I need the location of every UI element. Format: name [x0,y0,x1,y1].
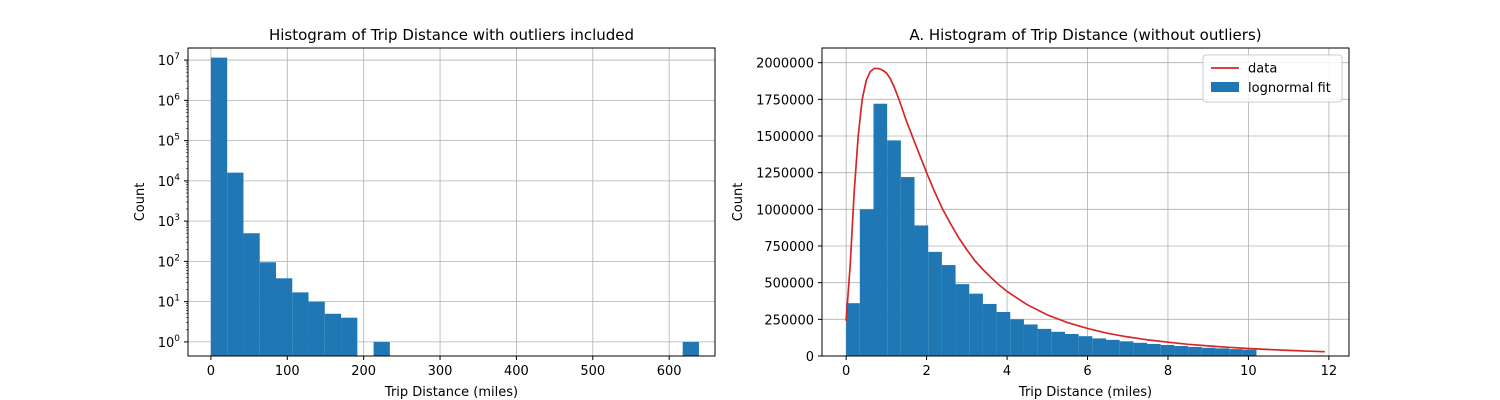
histogram-bar [1229,349,1243,356]
histogram-bar [259,262,276,356]
x-tick-label: 6 [1083,364,1091,379]
chart-left-title: Histogram of Trip Distance with outliers… [269,26,634,44]
x-tick-label: 10 [1240,364,1257,379]
y-tick-label: 1250000 [756,167,814,182]
y-tick-label: 2000000 [756,57,814,72]
histogram-bar [308,301,325,356]
y-tick-label: 100 [158,334,181,351]
histogram-bar [955,284,970,356]
histogram-bar [996,312,1011,356]
x-tick-label: 2 [922,364,930,379]
y-tick-label: 106 [158,92,181,109]
chart-right-histogram-linear: A. Histogram of Trip Distance (without o… [731,26,1350,400]
x-tick-label: 12 [1321,364,1338,379]
y-tick-label: 104 [158,173,181,190]
chart-right-data-line [845,67,1325,353]
histogram-bar [275,278,293,356]
histogram-bar [941,265,956,356]
histogram-bar [1201,347,1216,356]
histogram-bar [928,251,942,356]
y-tick-label: 107 [158,52,180,69]
histogram-bar [227,172,244,356]
legend-label-lognormal-fit: lognormal fit [1248,81,1331,96]
histogram-bar [859,209,874,356]
chart-right-x-ticks: 0 2 4 6 8 10 12 [842,356,1337,379]
histogram-bar [1215,348,1230,356]
y-tick-label: 1000000 [756,203,814,218]
y-tick-label: 1750000 [756,93,814,108]
histogram-bar [324,313,342,356]
histogram-bar [887,140,901,356]
y-tick-label: 101 [158,294,180,311]
y-tick-label: 750000 [764,240,814,255]
histogram-bar [1133,342,1148,356]
histogram-bar [846,303,860,356]
y-tick-label: 500000 [764,277,814,292]
histogram-bar [982,303,997,356]
histogram-bar [1078,336,1093,356]
histogram-bar [292,292,309,356]
chart-left-y-axis-label: Count [133,183,148,222]
x-tick-label: 400 [504,364,529,379]
y-tick-label: 102 [158,253,180,270]
legend-patch-swatch [1211,82,1239,92]
histogram-bar [1092,338,1107,356]
chart-right-bars [846,103,1257,356]
x-tick-label: 600 [657,364,682,379]
histogram-bar [1064,334,1079,356]
histogram-bar [210,57,228,357]
x-tick-label: 100 [275,364,300,379]
histogram-bar [1242,349,1257,356]
chart-right-y-axis-label: Count [731,183,746,222]
x-tick-label: 0 [842,364,850,379]
histogram-bar [873,103,888,356]
chart-right-axes-frame [821,47,1350,357]
histogram-bar [1160,345,1175,356]
histogram-bar [341,317,358,356]
chart-left-x-ticks: 0 100 200 300 400 500 600 [207,356,682,379]
histogram-bar [969,293,983,356]
histogram-bar [1147,343,1161,356]
chart-right-title: A. Histogram of Trip Distance (without o… [909,26,1261,44]
x-tick-label: 300 [428,364,453,379]
histogram-bar [682,341,699,356]
histogram-bar [900,177,915,356]
x-tick-label: 200 [351,364,376,379]
histogram-bar [1188,346,1202,356]
x-tick-label: 500 [580,364,605,379]
histogram-bar [914,225,929,356]
histogram-bar [1023,324,1038,356]
y-tick-label: 1500000 [756,130,814,145]
histogram-bar [1010,319,1024,356]
legend-label-data: data [1248,62,1277,77]
histogram-bar [1106,339,1120,356]
chart-right-y-ticks: 0 250000 500000 750000 1000000 1250000 1500000… [756,57,822,365]
histogram-bar [1119,341,1134,356]
histogram-bar [1051,331,1065,356]
chart-left-y-ticks: 100 101 102 103 104 105 106 107 [158,52,188,351]
histogram-bar [1037,328,1052,356]
y-tick-label: 0 [806,350,814,365]
x-tick-label: 0 [207,364,215,379]
chart-left-x-axis-label: Trip Distance (miles) [384,385,518,400]
chart-right-legend: data lognormal fit [1202,54,1343,103]
y-tick-label: 103 [158,213,180,230]
y-tick-label: 105 [158,133,180,150]
histogram-bar [243,233,260,356]
chart-left-bars [210,57,699,357]
y-tick-label: 250000 [764,313,814,328]
x-tick-label: 8 [1164,364,1172,379]
chart-right-x-axis-label: Trip Distance (miles) [1018,385,1152,400]
x-tick-label: 4 [1003,364,1011,379]
histogram-bar [373,341,390,356]
chart-left-histogram-log: Histogram of Trip Distance with outliers… [133,26,716,400]
histogram-bar [1174,346,1189,356]
